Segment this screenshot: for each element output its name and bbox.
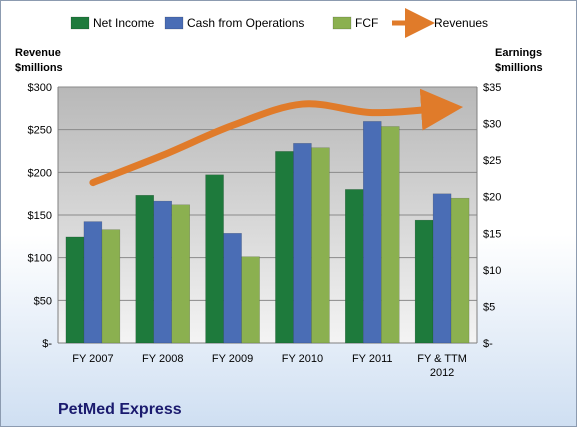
right-tick-label: $25 [483, 155, 501, 167]
bar-cash-from-operations [363, 121, 382, 344]
bar-net-income [135, 195, 154, 344]
right-tick-label: $35 [483, 82, 501, 94]
revenue-line [89, 88, 464, 187]
legend-swatch [70, 16, 90, 30]
left-tick-label: $200 [28, 167, 52, 179]
right-tick-label: $20 [483, 192, 501, 204]
legend-label: Revenues [434, 16, 488, 30]
category-label: FY & TTM 2012 [417, 353, 467, 379]
legend: Net Income Cash from Operations FCF Revenue… [70, 8, 488, 38]
chart-title: PetMed Express [58, 401, 182, 418]
bar-fcf [101, 229, 121, 344]
bar-net-income [275, 151, 294, 344]
left-axis-ticks: $- $50 $100 $150 $200 $250 $300 [28, 82, 53, 350]
bar-cash-from-operations [83, 221, 103, 344]
legend-label: FCF [355, 16, 378, 30]
left-axis-title-line2: $millions [15, 62, 63, 74]
revenue-line-path [89, 88, 464, 187]
bar-cash-from-operations [153, 200, 172, 344]
bar-fcf [450, 197, 470, 344]
bar-fcf [241, 256, 260, 344]
right-tick-label: $10 [483, 265, 501, 277]
left-tick-label: $100 [28, 253, 52, 265]
bar-net-income [414, 219, 434, 344]
gridlines [57, 86, 478, 344]
legend-label: Net Income [93, 16, 155, 30]
category-label: FY 2007 [72, 353, 113, 365]
bar-cash-from-operations [432, 193, 452, 344]
legend-swatch [332, 16, 352, 30]
bar-net-income [65, 236, 85, 344]
bar-cash-from-operations [223, 233, 242, 344]
bar-net-income [345, 189, 364, 344]
left-tick-label: $- [42, 338, 52, 350]
bar-fcf [311, 147, 330, 344]
category-label: FY 2011 [352, 353, 393, 365]
bar-net-income [205, 174, 224, 344]
right-tick-label: $- [483, 338, 493, 350]
right-axis-title-line1: Earnings [495, 47, 542, 59]
category-label: FY 2010 [282, 353, 323, 365]
right-tick-label: $15 [483, 228, 501, 240]
bar-fcf [381, 126, 400, 344]
category-label: FY 2009 [212, 353, 253, 365]
legend-label: Cash from Operations [187, 16, 304, 30]
left-tick-label: $150 [28, 210, 52, 222]
left-tick-label: $50 [34, 295, 52, 307]
right-tick-label: $5 [483, 301, 495, 313]
right-tick-label: $30 [483, 119, 501, 131]
bars [65, 121, 470, 344]
category-labels: FY 2007 FY 2008 FY 2009 FY 2010 FY 2011 FY & … [72, 353, 467, 379]
left-tick-label: $250 [28, 125, 52, 137]
left-axis-title-line1: Revenue [15, 47, 61, 59]
bar-fcf [171, 204, 190, 344]
category-label: FY 2008 [142, 353, 183, 365]
right-axis-title-line2: $millions [495, 62, 543, 74]
legend-swatch [164, 16, 184, 30]
right-axis-ticks: $- $5 $10 $15 $20 $25 $30 $35 [483, 82, 501, 350]
left-tick-label: $300 [28, 82, 52, 94]
bar-cash-from-operations [293, 143, 312, 344]
